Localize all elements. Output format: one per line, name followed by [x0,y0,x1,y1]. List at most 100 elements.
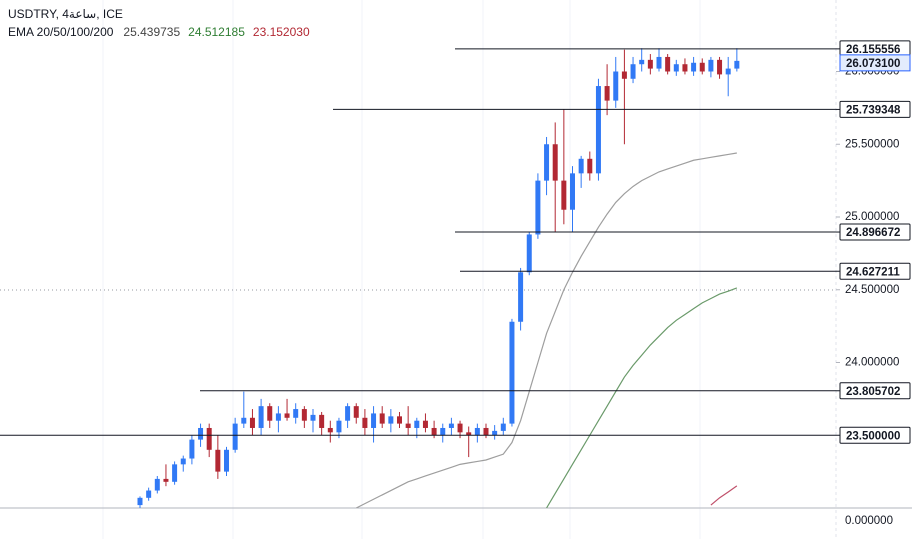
candle-body [224,449,229,472]
candle-body [198,427,204,440]
candle-body [397,416,402,424]
candle-body [249,417,255,428]
y-tick-label: 25.000000 [845,211,899,223]
indicator-value: 24.512185 [188,25,245,39]
candle-body [621,71,627,79]
candle-body [734,60,740,69]
candle-body [656,56,662,69]
candle-body [466,432,472,436]
level-label: 23.805702 [846,386,900,398]
candle-body [267,406,273,421]
candle-body [310,414,316,421]
y-tick-label: 24.500000 [845,284,899,296]
candle-body [509,321,515,424]
candle-body [146,490,152,498]
level-label: 24.896672 [846,227,900,239]
level-label: 25.739348 [846,104,901,116]
level-label-box [839,426,911,444]
candle-body [371,413,377,428]
candle-body [345,406,351,421]
candle-body [717,59,723,75]
candle-body [275,413,281,421]
candle-body [544,144,550,181]
candle-body [500,423,506,431]
candle-body [422,420,428,428]
candle-body [699,62,705,72]
candle-body [137,497,143,506]
candle-body [284,413,290,418]
candle-body [552,144,558,181]
candle-body [639,59,645,65]
candle-body [163,478,169,482]
candle-body [241,417,247,424]
level-label: 26.155556 [846,44,900,56]
candle-body [154,478,160,491]
candle-body [172,464,178,482]
level-label-box [839,100,911,118]
ema-line [710,485,738,506]
candle-body [232,423,238,450]
candle-body [578,158,584,174]
candle-body [518,272,524,322]
indicator-value: 25.439735 [123,25,180,39]
candle-body [492,430,498,436]
price-axis: 26.00000025.50000025.00000024.50000024.0… [836,40,911,527]
level-label: 24.627211 [846,266,900,278]
candle-body [414,420,420,428]
level-label-box [839,262,911,280]
candle-body [448,423,454,428]
candle-body [388,416,394,424]
plot [0,48,836,508]
candle-body [319,414,325,428]
candle-body [336,420,342,433]
candle-body [587,158,593,174]
y-tick-label: 24.000000 [845,357,899,369]
y-tick-label: 25.500000 [845,138,899,150]
candle-body [301,409,307,421]
level-label-box [839,223,911,241]
grid [102,0,701,539]
candle-body [483,427,489,436]
candle-body [431,427,437,436]
ema-line [546,287,738,508]
candle-body [708,59,714,72]
candle-body [258,406,264,428]
level-label: 23.500000 [846,430,900,442]
candle-body [595,86,601,174]
candle-body [206,427,212,450]
candle-body [691,62,697,72]
candle-body [604,86,610,101]
candle-body [405,423,411,428]
candle-body [725,68,731,75]
indicator-value: 23.152030 [253,25,310,39]
candle-body [362,417,368,428]
candle-body [526,234,532,273]
candle-body [293,409,299,418]
candle-body [647,59,653,69]
candle-body [682,64,688,72]
current-price-label: 26.073100 [846,58,900,70]
candle-body [457,423,463,433]
candle-body [215,449,221,472]
lower-pane-tick-label: 0.000000 [845,515,893,527]
ema-line [355,152,737,508]
indicator-label: EMA 20/50/100/200 [8,25,114,39]
candle-body [379,413,385,424]
chart-title: USDTRY, 4ساعة, ICE [8,7,123,21]
candle-body [440,427,446,436]
candle-body [613,71,619,101]
candle-body [180,458,186,465]
candle-body [353,406,359,418]
candle-body [189,439,195,459]
candle-body [535,180,541,235]
candle-body [474,427,480,436]
candle-body [673,64,679,72]
current-price-box [839,54,911,72]
candle-body [561,180,567,210]
candle-body [630,64,636,79]
level-label-box [839,382,911,400]
candle-body [665,56,671,72]
candle-body [570,173,575,210]
